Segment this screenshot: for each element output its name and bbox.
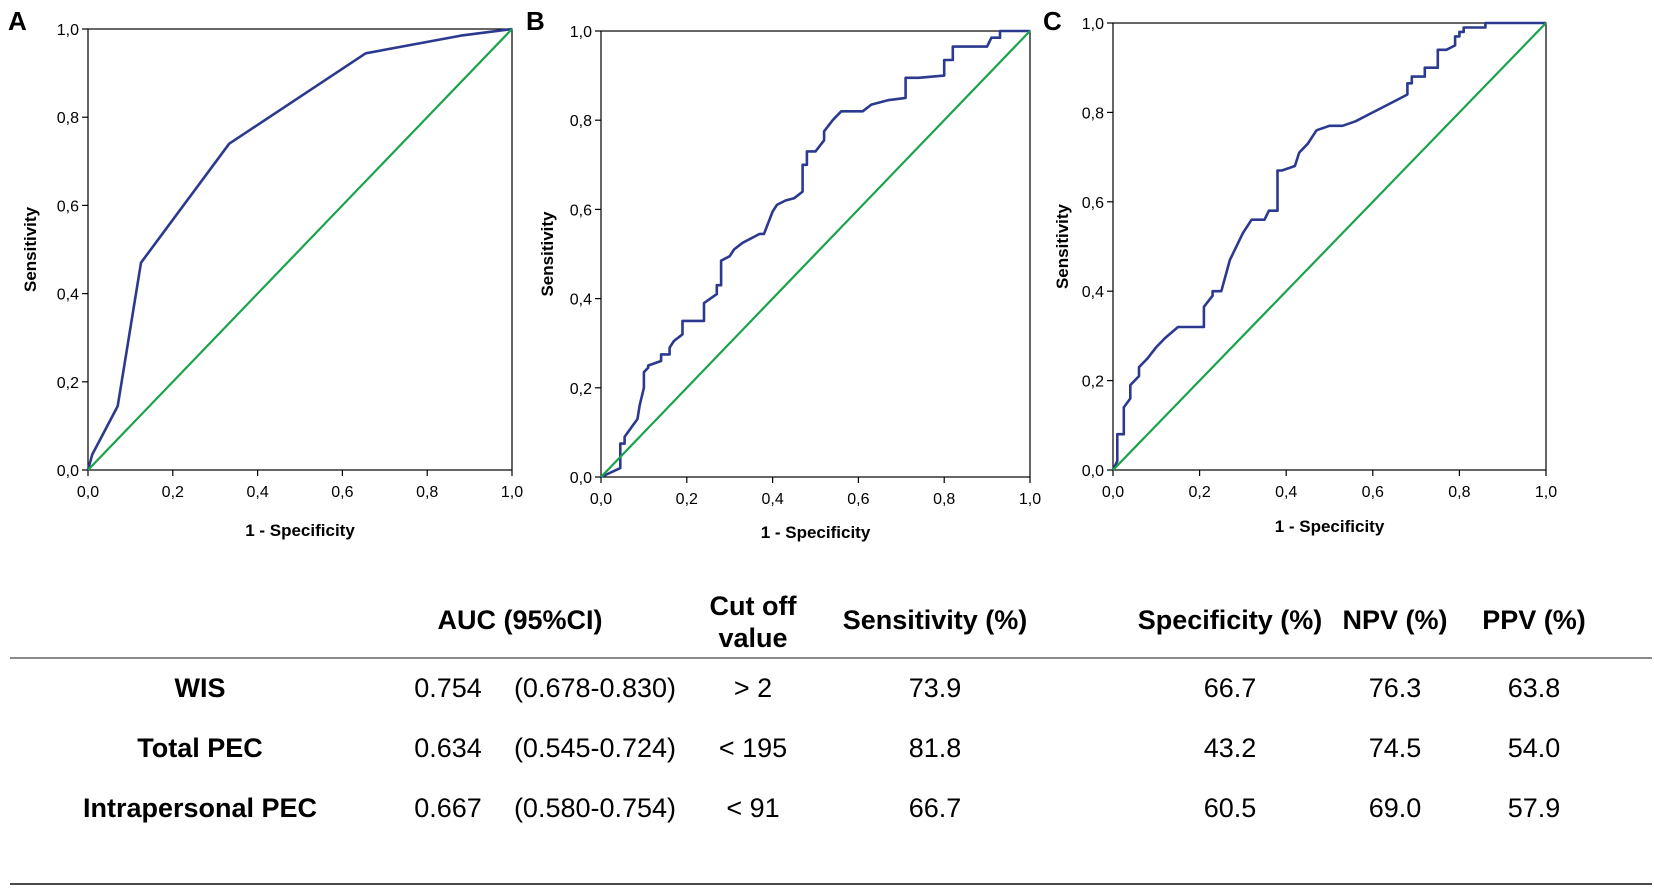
roc-charts: A 0,0 0,0 0,2 0,2 0,4 0,4 0,6 0,6 0,8 0,8 1,0 1,0 1 -… bbox=[8, 6, 1557, 542]
panel-letter: B bbox=[526, 6, 545, 36]
y-tick-label: 0,4 bbox=[570, 292, 592, 309]
y-axis-label: Sensitivity bbox=[1053, 203, 1072, 289]
x-tick-label: 0,0 bbox=[590, 491, 612, 508]
row-auc: 0.754 bbox=[414, 673, 482, 703]
x-tick-label: 0,2 bbox=[676, 491, 698, 508]
y-tick-label: 1,0 bbox=[1082, 16, 1104, 33]
row-cutoff: < 91 bbox=[726, 793, 780, 823]
row-cutoff: > 2 bbox=[733, 673, 773, 703]
row-sensitivity: 81.8 bbox=[908, 733, 962, 763]
header-npv: NPV (%) bbox=[1342, 605, 1448, 635]
y-tick-label: 0,4 bbox=[1082, 284, 1104, 301]
header-cutoff-line2: value bbox=[718, 623, 788, 653]
x-tick-label: 0,6 bbox=[331, 484, 353, 501]
row-ci: (0.545-0.724) bbox=[513, 733, 677, 763]
row-ci: (0.580-0.754) bbox=[513, 793, 677, 823]
y-tick-label: 0,2 bbox=[57, 375, 79, 392]
y-tick-label: 0,0 bbox=[570, 470, 592, 487]
y-tick-label: 0,2 bbox=[1082, 374, 1104, 391]
row-specificity: 66.7 bbox=[1203, 673, 1257, 703]
reference-line bbox=[600, 30, 1031, 478]
row-specificity: 43.2 bbox=[1203, 733, 1257, 763]
y-tick-label: 0,2 bbox=[570, 381, 592, 398]
header-ppv: PPV (%) bbox=[1482, 605, 1586, 635]
y-tick-label: 0,0 bbox=[1082, 463, 1104, 480]
x-tick-label: 0,0 bbox=[77, 484, 99, 501]
y-tick-label: 0,0 bbox=[57, 463, 79, 480]
plot-frame bbox=[1112, 22, 1547, 471]
x-tick-label: 0,4 bbox=[246, 484, 268, 501]
y-tick-label: 0,8 bbox=[1082, 105, 1104, 122]
row-npv: 74.5 bbox=[1368, 733, 1422, 763]
roc-curve bbox=[86, 27, 513, 471]
x-tick-label: 0,0 bbox=[1102, 484, 1124, 501]
row-sensitivity: 66.7 bbox=[908, 793, 962, 823]
row-auc: 0.634 bbox=[414, 733, 482, 763]
x-tick-label: 1,0 bbox=[1535, 484, 1557, 501]
x-tick-label: 0,2 bbox=[162, 484, 184, 501]
header-cutoff: Cut off value bbox=[693, 590, 813, 654]
roc-curve bbox=[1111, 21, 1546, 471]
table-bottom-rule bbox=[10, 883, 1652, 885]
header-specificity: Specificity (%) bbox=[1137, 605, 1323, 635]
y-axis-label: Sensitivity bbox=[538, 211, 557, 297]
y-tick-label: 0,6 bbox=[1082, 195, 1104, 212]
x-tick-label: 0,2 bbox=[1188, 484, 1210, 501]
x-tick-label: 0,8 bbox=[416, 484, 438, 501]
roc-panel-c: C 0,0 0,0 0,2 0,2 0,4 0,4 0,6 0,6 0,8 0,8 1,0 1,0 1 -… bbox=[1043, 6, 1557, 536]
roc-panel-a: A 0,0 0,0 0,2 0,2 0,4 0,4 0,6 0,6 0,8 0,8 1,0 1,0 1 -… bbox=[8, 6, 523, 540]
row-ppv: 54.0 bbox=[1507, 733, 1561, 763]
panel-letter: A bbox=[8, 6, 27, 36]
x-tick-label: 0,6 bbox=[847, 491, 869, 508]
row-ppv: 63.8 bbox=[1507, 673, 1561, 703]
y-tick-label: 1,0 bbox=[57, 22, 79, 39]
row-name: WIS bbox=[174, 673, 226, 703]
y-tick-label: 0,4 bbox=[57, 287, 79, 304]
table-top-rule bbox=[10, 657, 1652, 659]
y-tick-label: 0,8 bbox=[57, 110, 79, 127]
y-tick-label: 0,6 bbox=[57, 198, 79, 215]
roc-panel-b: B 0,0 0,0 0,2 0,2 0,4 0,4 0,6 0,6 0,8 0,8 1,0 1,0 1 -… bbox=[526, 6, 1041, 542]
panel-letter: C bbox=[1043, 6, 1062, 36]
header-sensitivity: Sensitivity (%) bbox=[842, 605, 1028, 635]
x-axis-label: 1 - Specificity bbox=[761, 523, 871, 542]
row-ppv: 57.9 bbox=[1507, 793, 1561, 823]
row-auc: 0.667 bbox=[414, 793, 482, 823]
row-npv: 76.3 bbox=[1368, 673, 1422, 703]
results-table: AUC (95%CI) Cut off value Sensitivity (%… bbox=[10, 588, 1652, 888]
row-cutoff: < 195 bbox=[718, 733, 788, 763]
row-name: Intrapersonal PEC bbox=[82, 793, 318, 823]
reference-line bbox=[1112, 22, 1547, 471]
x-tick-label: 0,4 bbox=[1275, 484, 1297, 501]
y-tick-label: 0,8 bbox=[570, 113, 592, 130]
row-npv: 69.0 bbox=[1368, 793, 1422, 823]
header-cutoff-line1: Cut off bbox=[709, 591, 797, 621]
roc-curve bbox=[600, 29, 1030, 479]
y-tick-label: 1,0 bbox=[570, 24, 592, 41]
y-axis-label: Sensitivity bbox=[21, 206, 40, 292]
row-name: Total PEC bbox=[137, 733, 263, 763]
y-tick-label: 0,6 bbox=[570, 202, 592, 219]
plot-frame bbox=[87, 28, 513, 471]
x-axis-label: 1 - Specificity bbox=[1275, 517, 1385, 536]
row-sensitivity: 73.9 bbox=[908, 673, 962, 703]
x-tick-label: 0,6 bbox=[1362, 484, 1384, 501]
x-tick-label: 1,0 bbox=[1019, 491, 1041, 508]
row-specificity: 60.5 bbox=[1203, 793, 1257, 823]
row-ci: (0.678-0.830) bbox=[513, 673, 677, 703]
x-tick-label: 0,8 bbox=[933, 491, 955, 508]
x-tick-label: 0,4 bbox=[761, 491, 783, 508]
x-tick-label: 1,0 bbox=[501, 484, 523, 501]
x-tick-label: 0,8 bbox=[1448, 484, 1470, 501]
plot-frame bbox=[600, 30, 1031, 478]
reference-line bbox=[87, 28, 513, 471]
header-auc: AUC (95%CI) bbox=[437, 605, 603, 635]
x-axis-label: 1 - Specificity bbox=[245, 521, 355, 540]
